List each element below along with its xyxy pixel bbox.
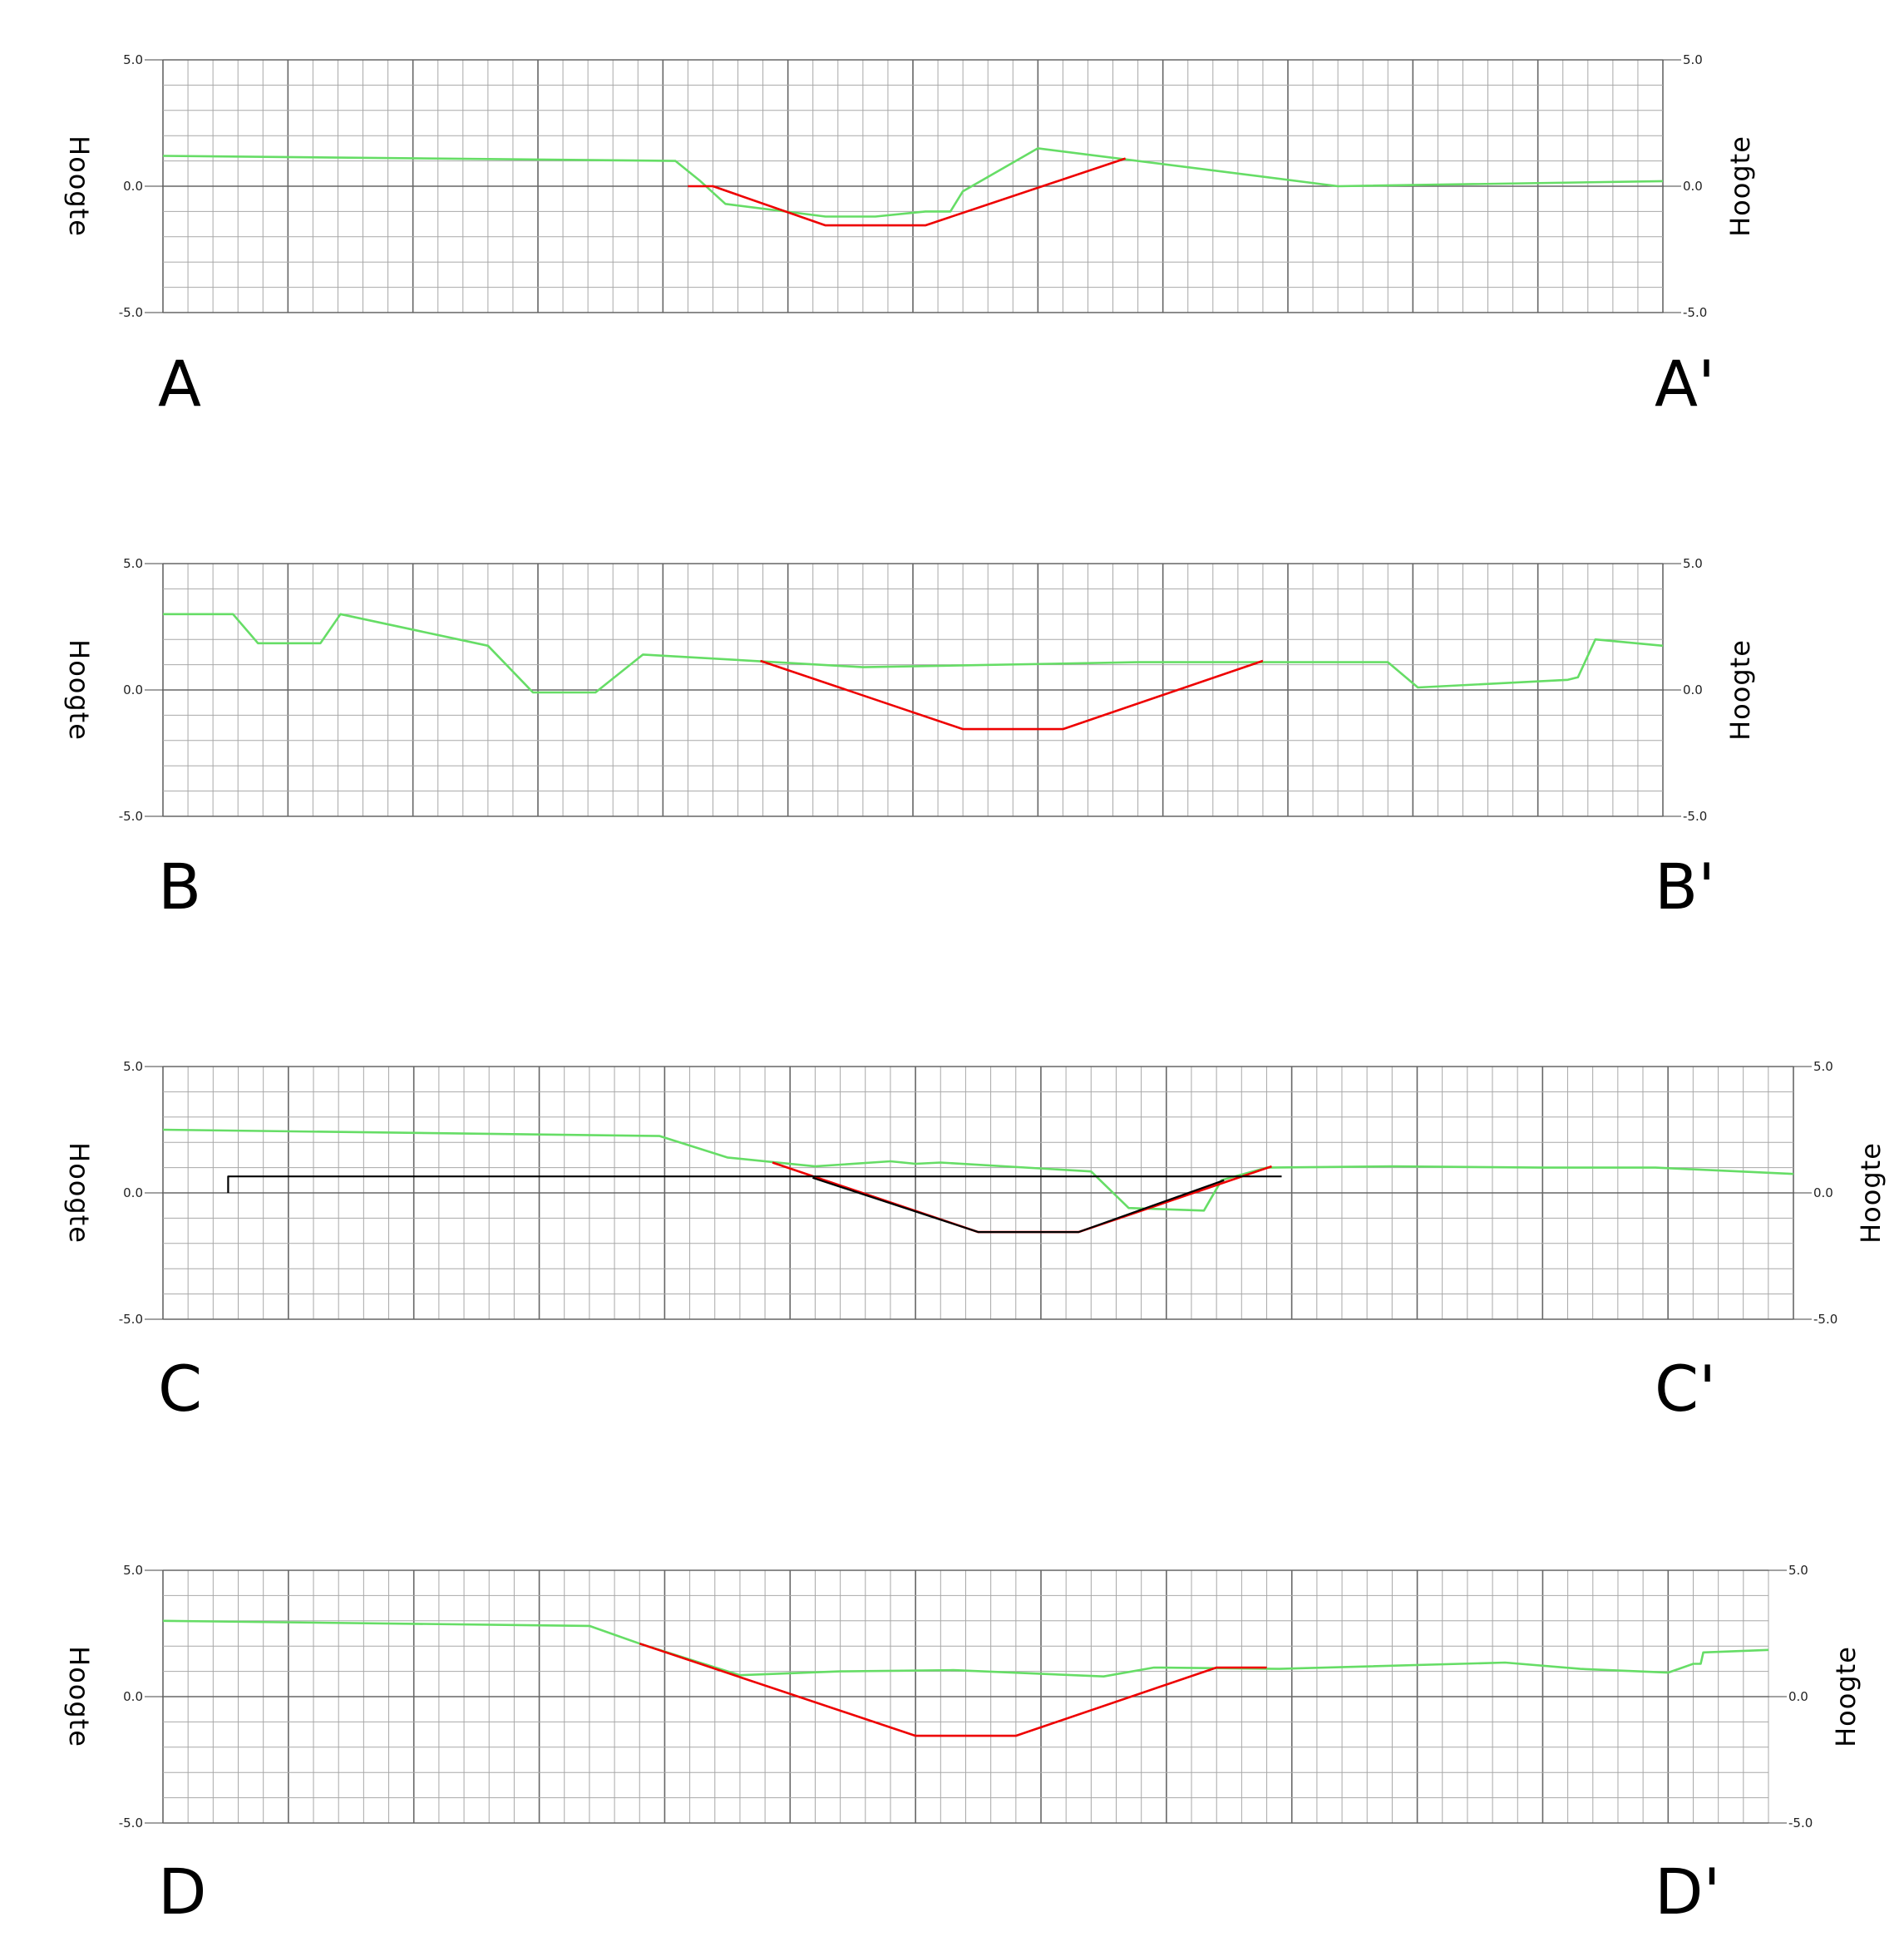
y-tick-label-right: 0.0 — [1788, 1689, 1808, 1704]
grid — [162, 1066, 1794, 1320]
series-line-terrain — [162, 147, 1664, 218]
section-label-start: B — [158, 850, 201, 924]
section-label-start: D — [158, 1855, 207, 1929]
y-tick-label-left: 0.0 — [123, 1689, 143, 1704]
y-tick-label-right: -5.0 — [1683, 809, 1707, 824]
section-chart-3: 5.0 5.0 0.0 0.0 -5.0 -5.0 Hoogte Hoogte C C' — [63, 1059, 1887, 1426]
y-tick-label-left: -5.0 — [119, 1816, 143, 1830]
y-axis-label-left: Hoogte — [63, 639, 95, 741]
section-chart-1: 5.0 5.0 0.0 0.0 -5.0 -5.0 Hoogte Hoogte A A' — [63, 52, 1756, 421]
y-tick-label-left: 0.0 — [123, 1185, 143, 1200]
y-tick-label-left: -5.0 — [119, 1312, 143, 1327]
y-tick-label-right: -5.0 — [1788, 1816, 1813, 1830]
section-label-start: C — [158, 1352, 202, 1426]
y-tick-label-left: 5.0 — [123, 1563, 143, 1578]
y-tick-label-right: 0.0 — [1813, 1185, 1833, 1200]
section-label-start: A — [158, 347, 201, 421]
y-tick-label-right: 5.0 — [1813, 1059, 1833, 1074]
y-tick-label-left: 0.0 — [123, 682, 143, 697]
y-axis-label-right: Hoogte — [1724, 135, 1756, 237]
series-line-design — [760, 659, 1264, 731]
series-line-reference — [227, 1175, 1282, 1193]
y-axis-label-left: Hoogte — [63, 1142, 95, 1244]
y-axis-label-right: Hoogte — [1855, 1142, 1887, 1244]
section-label-end: A' — [1655, 347, 1715, 421]
y-tick-label-right: -5.0 — [1683, 305, 1707, 320]
y-axis-label-right: Hoogte — [1724, 639, 1756, 741]
series-line-design — [772, 1161, 1272, 1234]
y-axis-label-left: Hoogte — [63, 135, 95, 237]
grid — [162, 59, 1664, 313]
grid — [162, 563, 1664, 817]
series-line-terrain — [163, 613, 1664, 694]
y-tick-label-right: -5.0 — [1813, 1312, 1837, 1327]
section-label-end: B' — [1655, 850, 1715, 924]
grid — [162, 1569, 1769, 1824]
series-line-design — [639, 1642, 1267, 1737]
y-tick-label-left: 0.0 — [123, 179, 143, 194]
y-axis-label-left: Hoogte — [63, 1646, 95, 1747]
y-axis-label-right: Hoogte — [1830, 1646, 1862, 1747]
y-tick-label-right: 5.0 — [1788, 1563, 1808, 1578]
y-tick-label-left: 5.0 — [123, 1059, 143, 1074]
y-tick-label-left: -5.0 — [119, 809, 143, 824]
section-chart-2: 5.0 5.0 0.0 0.0 -5.0 -5.0 Hoogte Hoogte B B' — [63, 556, 1756, 924]
y-tick-label-right: 5.0 — [1683, 52, 1703, 67]
series-line-design — [688, 157, 1127, 227]
section-label-end: D' — [1655, 1855, 1720, 1929]
y-tick-label-left: -5.0 — [119, 305, 143, 320]
section-chart-4: 5.0 5.0 0.0 0.0 -5.0 -5.0 Hoogte Hoogte D D' — [63, 1563, 1862, 1929]
y-tick-label-right: 5.0 — [1683, 556, 1703, 571]
y-tick-label-right: 0.0 — [1683, 179, 1703, 194]
series-line-terrain — [162, 1128, 1794, 1212]
y-tick-label-left: 5.0 — [123, 52, 143, 67]
series-line-reference — [812, 1176, 1225, 1234]
y-tick-label-left: 5.0 — [123, 556, 143, 571]
section-label-end: C' — [1655, 1352, 1716, 1426]
y-tick-label-right: 0.0 — [1683, 682, 1703, 697]
